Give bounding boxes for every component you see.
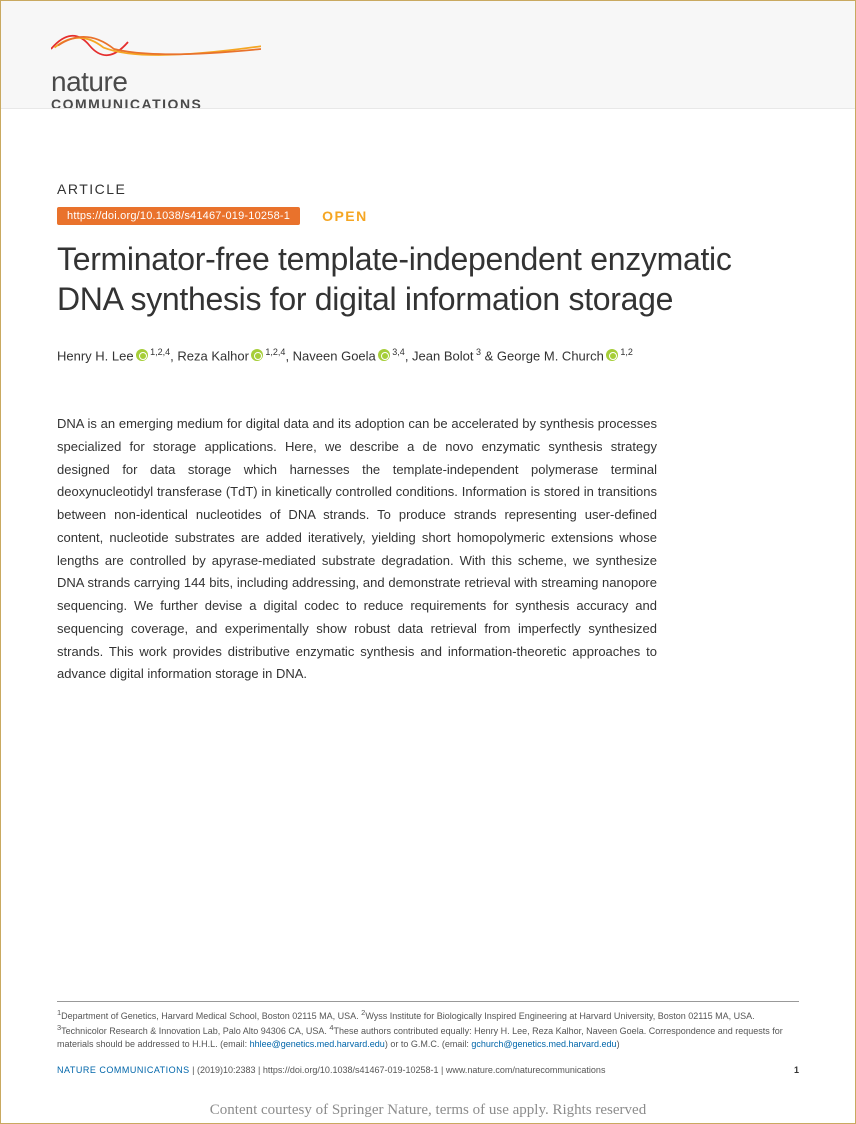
affil-mid: ) or to G.M.C. (email: [385,1039,472,1049]
author-affil-sup: 1,2,4 [148,347,171,357]
affil-end: ) [617,1039,620,1049]
author-affil-sup: 1,2 [618,347,633,357]
journal-name: NATURE COMMUNICATIONS [57,1065,190,1075]
article-type-label: ARTICLE [57,181,799,197]
author: George M. Church [497,348,604,363]
corr-email-1[interactable]: hhlee@genetics.med.harvard.edu [250,1039,385,1049]
courtesy-notice: Content courtesy of Springer Nature, ter… [1,1102,855,1119]
journal-header: nature COMMUNICATIONS [1,1,855,109]
author-affil-sup: 3,4 [390,347,405,357]
affil-3: Technicolor Research & Innovation Lab, P… [61,1026,329,1036]
journal-citation: | (2019)10:2383 | https://doi.org/10.103… [190,1065,606,1075]
orcid-icon[interactable] [251,349,263,361]
logo-word: nature [51,68,261,96]
doi-row: https://doi.org/10.1038/s41467-019-10258… [57,207,799,225]
affil-2: Wyss Institute for Biologically Inspired… [365,1011,754,1021]
corr-email-2[interactable]: gchurch@genetics.med.harvard.edu [471,1039,616,1049]
affil-1: Department of Genetics, Harvard Medical … [61,1011,361,1021]
author: Naveen Goela [293,348,376,363]
orcid-icon[interactable] [606,349,618,361]
article-title: Terminator-free template-independent enz… [57,239,799,319]
article-content: ARTICLE https://doi.org/10.1038/s41467-0… [1,109,855,686]
author: Henry H. Lee [57,348,134,363]
page: nature COMMUNICATIONS ARTICLE https://do… [1,1,855,1123]
journal-logo: nature COMMUNICATIONS [51,17,261,109]
author: Reza Kalhor [177,348,249,363]
author: Jean Bolot [412,348,473,363]
author-affil-sup: 1,2,4 [263,347,286,357]
logo-curves-icon [51,17,261,67]
page-number: 1 [794,1065,799,1075]
doi-link[interactable]: https://doi.org/10.1038/s41467-019-10258… [57,207,300,225]
open-access-badge: OPEN [322,208,368,224]
logo-subtitle: COMMUNICATIONS [51,96,261,109]
orcid-icon[interactable] [136,349,148,361]
affiliations: 1Department of Genetics, Harvard Medical… [57,1008,799,1051]
author-list: Henry H. Lee 1,2,4, Reza Kalhor 1,2,4, N… [57,345,799,367]
orcid-icon[interactable] [378,349,390,361]
abstract-text: DNA is an emerging medium for digital da… [57,413,657,686]
journal-citation-line: NATURE COMMUNICATIONS | (2019)10:2383 | … [57,1065,799,1075]
author-affil-sup: 3 [473,347,481,357]
footer: 1 Department of Genetics, Harvard Medical… [57,1001,799,1075]
